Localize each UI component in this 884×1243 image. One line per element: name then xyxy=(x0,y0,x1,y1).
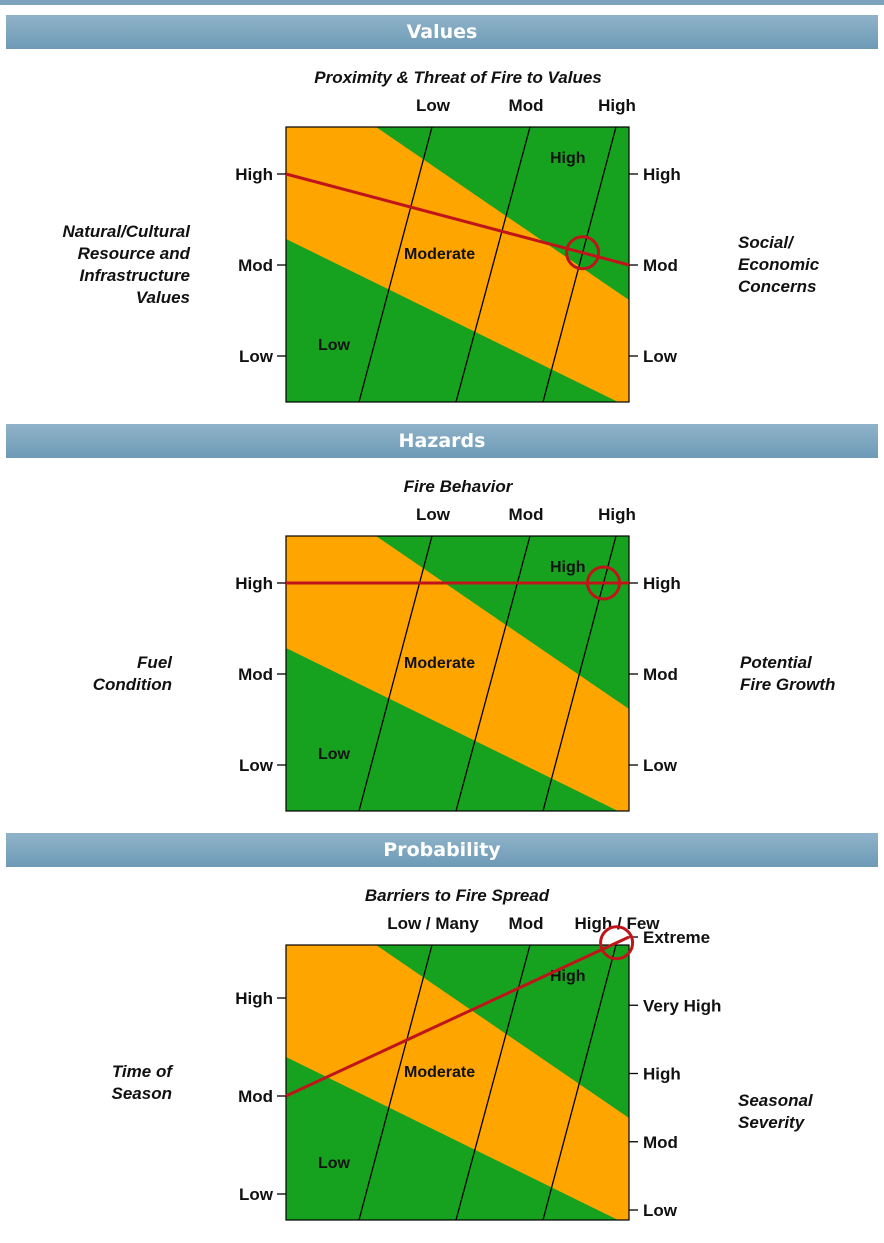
iso-line-1 xyxy=(358,126,433,403)
hazards-risk-chart: Low Moderate High Fire Behavior Low Mod High Fu… xyxy=(93,477,835,812)
moderate-zone xyxy=(286,945,629,1220)
left-tick-label: Low xyxy=(239,347,274,366)
rating-line xyxy=(285,172,630,267)
section-header: Values xyxy=(6,15,878,49)
plot-frame xyxy=(285,944,630,1221)
left-tick-label: Low xyxy=(239,756,274,775)
right-axis-title: Concerns xyxy=(738,277,816,296)
rating-circle xyxy=(599,925,635,961)
iso-line-2 xyxy=(455,944,531,1221)
right-axis-title: Severity xyxy=(738,1113,806,1132)
left-tick-label: High xyxy=(235,165,273,184)
top-axis-title: Barriers to Fire Spread xyxy=(365,886,550,905)
top-axis-title: Proximity & Threat of Fire to Values xyxy=(314,68,602,87)
iso-line-1 xyxy=(358,944,433,1221)
rating-circle xyxy=(586,565,622,601)
right-tick-label: Mod xyxy=(643,665,678,684)
right-tick-label: Low xyxy=(643,1201,678,1220)
right-tick-label: Low xyxy=(643,347,678,366)
top-tick-label: High xyxy=(598,505,636,524)
left-tick-label: High xyxy=(235,989,273,1008)
left-axis-title: Condition xyxy=(93,675,172,694)
top-axis-title: Fire Behavior xyxy=(404,477,514,496)
left-axis-title: Fuel xyxy=(137,653,173,672)
top-tick-label: Low xyxy=(416,96,451,115)
right-axis-title: Social/ xyxy=(738,233,795,252)
iso-line-2 xyxy=(455,126,531,403)
zone-label-high: High xyxy=(550,559,586,576)
left-tick-label: High xyxy=(235,574,273,593)
top-tick-label: Mod xyxy=(509,96,544,115)
left-tick-label: Low xyxy=(239,1185,274,1204)
left-axis-title: Time of xyxy=(112,1062,174,1081)
zone-label-moderate: Moderate xyxy=(404,655,475,672)
zone-label-high: High xyxy=(550,150,586,167)
right-tick-label: Mod xyxy=(643,256,678,275)
left-axis-title: Values xyxy=(136,288,190,307)
left-tick-label: Mod xyxy=(238,1087,273,1106)
zone-label-low: Low xyxy=(318,746,351,763)
right-tick-label: High xyxy=(643,165,681,184)
zone-label-moderate: Moderate xyxy=(404,1064,475,1081)
right-axis-title: Seasonal xyxy=(738,1091,814,1110)
top-rule xyxy=(0,0,884,5)
top-tick-label: Mod xyxy=(509,505,544,524)
top-tick-label: High / Few xyxy=(575,914,661,933)
probability-risk-chart: Low Moderate High Barriers to Fire Spread Lo… xyxy=(112,886,814,1221)
zone-label-moderate: Moderate xyxy=(404,246,475,263)
rating-line xyxy=(285,935,630,1098)
zone-label-low: Low xyxy=(318,337,351,354)
top-tick-label: Low / Many xyxy=(387,914,479,933)
probability-section: Probability Low Moderate High Barriers to F… xyxy=(0,833,884,1243)
top-tick-label: Mod xyxy=(509,914,544,933)
left-axis-title: Natural/Cultural xyxy=(62,222,191,241)
values-risk-chart: Low Moderate High Proximity & Threat of Fir… xyxy=(62,68,820,403)
iso-line-3 xyxy=(542,126,617,403)
top-tick-label: Low xyxy=(416,505,451,524)
zone-label-low: Low xyxy=(318,1155,351,1172)
section-header: Probability xyxy=(6,833,878,867)
right-tick-label: Mod xyxy=(643,1133,678,1152)
right-tick-label: Very High xyxy=(643,996,721,1015)
right-tick-label: Low xyxy=(643,756,678,775)
section-header: Hazards xyxy=(6,424,878,458)
iso-line-3 xyxy=(542,944,617,1221)
right-axis-title: Economic xyxy=(738,255,820,274)
zone-label-high: High xyxy=(550,968,586,985)
hazards-section: Hazards Low Moderate High Fire Behavior Low M… xyxy=(0,424,884,834)
left-tick-label: Mod xyxy=(238,256,273,275)
right-tick-label: High xyxy=(643,574,681,593)
left-tick-label: Mod xyxy=(238,665,273,684)
top-tick-label: High xyxy=(598,96,636,115)
left-axis-title: Infrastructure xyxy=(79,266,190,285)
left-axis-title: Season xyxy=(112,1084,172,1103)
left-axis-title: Resource and xyxy=(78,244,191,263)
right-axis-title: Fire Growth xyxy=(740,675,835,694)
values-section: Values Low Moderate High Proximity & Threat… xyxy=(0,15,884,425)
right-tick-label: High xyxy=(643,1065,681,1084)
moderate-zone xyxy=(286,536,629,811)
right-tick-label: Extreme xyxy=(643,928,710,947)
right-axis-title: Potential xyxy=(740,653,813,672)
rating-circle xyxy=(565,235,601,271)
